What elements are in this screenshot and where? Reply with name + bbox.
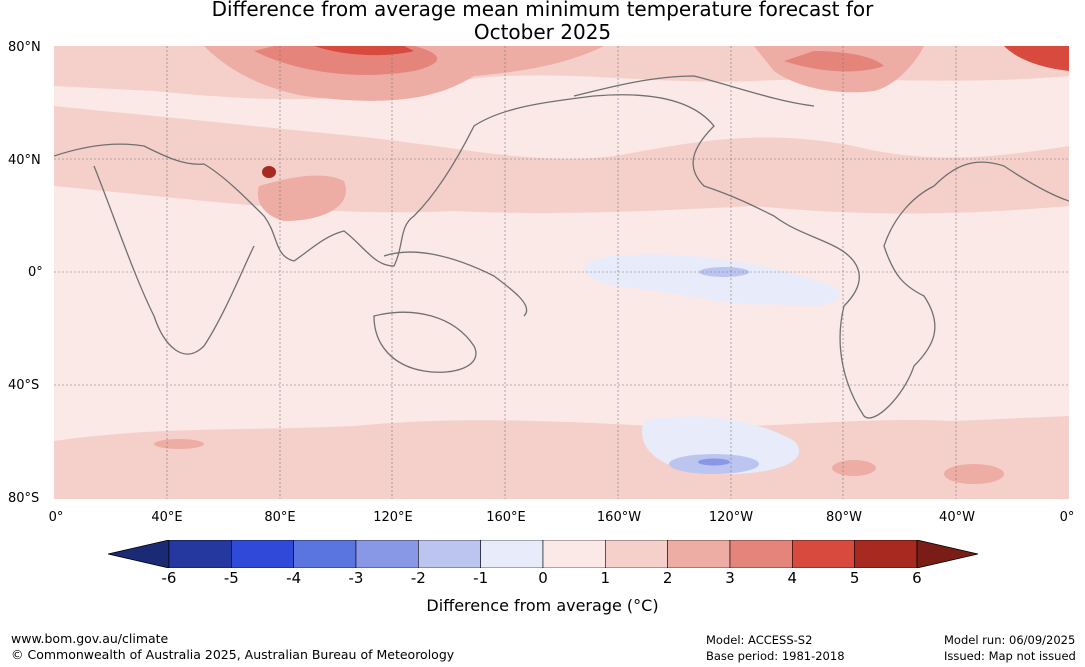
- colorbar-cell: [729, 540, 793, 568]
- colorbar-cell: [791, 540, 855, 568]
- lon-label-120w: 120°W: [708, 510, 754, 525]
- colorbar-tick-label: 6: [912, 569, 922, 587]
- lon-label-0-left: 0°: [48, 510, 64, 525]
- lon-label-40w: 40°W: [939, 510, 975, 525]
- footer-issued: Issued: Map not issued: [944, 649, 1076, 663]
- colorbar-tick-label: 4: [787, 569, 798, 587]
- colorbar-under-arrow: [108, 540, 170, 568]
- map-title: Difference from average mean minimum tem…: [211, 0, 874, 21]
- lon-label-160w: 160°W: [596, 510, 642, 525]
- colorbar-tick-label: -3: [348, 569, 364, 587]
- footer-url: www.bom.gov.au/climate: [11, 631, 169, 646]
- colorbar-cell: [355, 540, 419, 568]
- map-title-month: October 2025: [473, 20, 612, 44]
- footer-base-period: Base period: 1981-2018: [706, 649, 845, 663]
- colorbar-tick-label: -4: [286, 569, 302, 587]
- colorbar-tick-label: -1: [473, 569, 489, 587]
- lon-label-160e: 160°E: [486, 510, 526, 525]
- colorbar-tick-label: 0: [538, 569, 548, 587]
- colorbar-label: Difference from average (°C): [426, 596, 659, 615]
- colorbar-cell: [480, 540, 544, 568]
- colorbar-cell: [293, 540, 357, 568]
- colorbar-tick-label: 1: [600, 569, 611, 587]
- colorbar-cell: [418, 540, 481, 568]
- colorbar-cell: [231, 540, 294, 568]
- colorbar-tick-label: -5: [223, 569, 239, 587]
- lat-label-40n: 40°N: [8, 153, 41, 168]
- colorbar-tick-label: 5: [849, 569, 860, 587]
- lat-label-40s: 40°S: [8, 378, 40, 393]
- lat-label-equator: 0°: [28, 265, 43, 280]
- lon-label-120e: 120°E: [373, 510, 413, 525]
- colorbar-tick-label: 2: [662, 569, 673, 587]
- colorbar-cell: [542, 540, 606, 568]
- footer-model: Model: ACCESS-S2: [706, 633, 813, 647]
- colorbar-cell: [854, 540, 918, 568]
- colorbar: [108, 540, 978, 568]
- colorbar-cell: [168, 540, 232, 568]
- footer-copyright: © Commonwealth of Australia 2025, Austra…: [11, 647, 455, 662]
- colorbar-tick-label: -2: [410, 569, 426, 587]
- lat-label-80s: 80°S: [8, 491, 40, 506]
- lon-label-0-right: 0°: [1059, 510, 1075, 525]
- footer-model-run: Model run: 06/09/2025: [944, 633, 1076, 647]
- temperature-anomaly-map: [54, 46, 1069, 499]
- colorbar-tick-label: -6: [161, 569, 177, 587]
- lon-label-80w: 80°W: [826, 510, 862, 525]
- colorbar-over-arrow: [916, 540, 978, 568]
- colorbar-cell: [605, 540, 668, 568]
- lon-label-40e: 40°E: [151, 510, 183, 525]
- colorbar-cell: [667, 540, 731, 568]
- map-graphic: [54, 46, 1069, 499]
- lon-label-80e: 80°E: [264, 510, 296, 525]
- colorbar-tick-label: 3: [725, 569, 735, 587]
- lat-label-80n: 80°N: [8, 40, 41, 55]
